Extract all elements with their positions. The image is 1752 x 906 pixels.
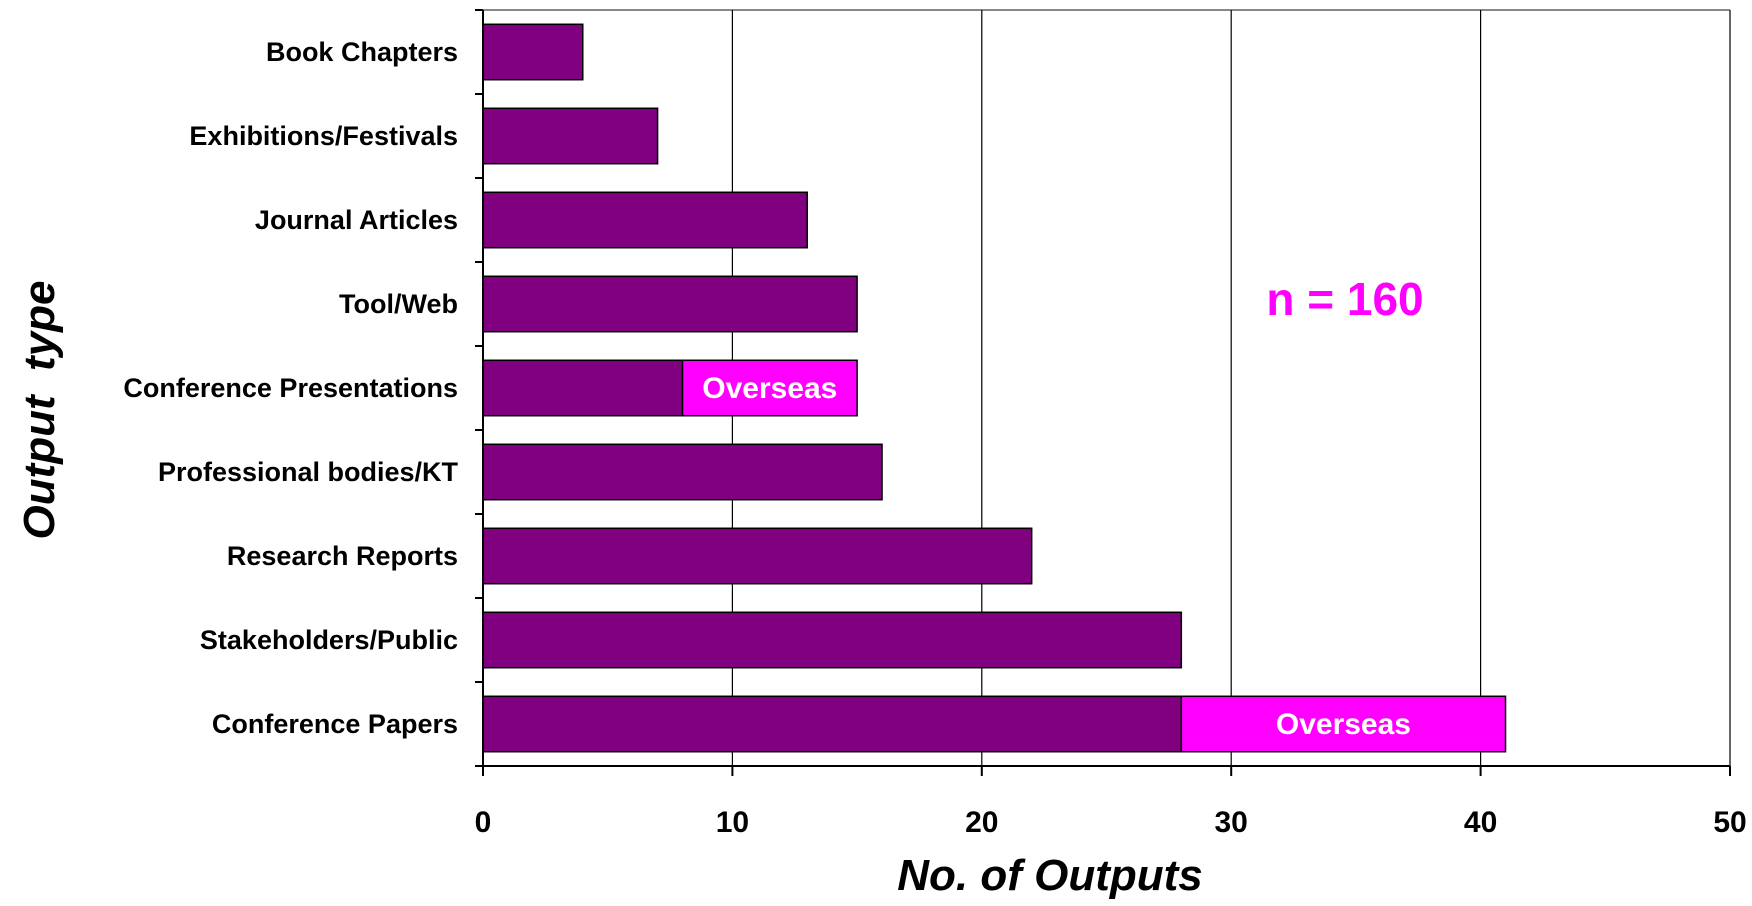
x-tick-label: 20 bbox=[965, 806, 998, 839]
y-category-label: Book Chapters bbox=[266, 37, 458, 67]
y-category-label: Research Reports bbox=[227, 541, 458, 571]
x-tick-label: 30 bbox=[1215, 806, 1248, 839]
gridlines bbox=[483, 9, 1731, 766]
sample-size-annotation: n = 160 bbox=[1266, 273, 1423, 325]
y-category-label: Exhibitions/Festivals bbox=[189, 121, 458, 151]
bar bbox=[482, 191, 808, 249]
bar bbox=[482, 443, 883, 501]
labels: 0 10 20 30 40 50 Book Chapters Exhibitions/Fest… bbox=[123, 37, 1746, 839]
x-axis-title: No. of Outputs bbox=[897, 851, 1203, 900]
x-tick-label: 10 bbox=[716, 806, 749, 839]
bar bbox=[482, 275, 858, 333]
bar bbox=[482, 695, 1183, 753]
bar bbox=[482, 359, 684, 417]
x-tick-label: 0 bbox=[475, 806, 492, 839]
y-category-label: Conference Presentations bbox=[123, 373, 458, 403]
y-category-label: Journal Articles bbox=[255, 205, 458, 235]
bars bbox=[482, 23, 1507, 753]
y-category-label: Stakeholders/Public bbox=[200, 625, 458, 655]
bar bbox=[482, 527, 1033, 585]
bar-segment-label: Overseas bbox=[702, 372, 837, 405]
y-category-label: Conference Papers bbox=[212, 709, 458, 739]
bar bbox=[482, 611, 1183, 669]
bar-segment-overseas bbox=[681, 359, 858, 417]
x-tick-label: 40 bbox=[1464, 806, 1497, 839]
y-category-label: Tool/Web bbox=[339, 289, 458, 319]
bar bbox=[482, 107, 659, 165]
x-tick-label: 50 bbox=[1713, 806, 1746, 839]
bar-segment-label: Overseas bbox=[1276, 708, 1411, 741]
bar-segment-overseas bbox=[1180, 695, 1507, 753]
y-category-label: Professional bodies/KT bbox=[158, 457, 459, 487]
y-axis-title: Output type bbox=[15, 280, 64, 539]
axes bbox=[475, 9, 1731, 776]
bar bbox=[482, 23, 584, 81]
